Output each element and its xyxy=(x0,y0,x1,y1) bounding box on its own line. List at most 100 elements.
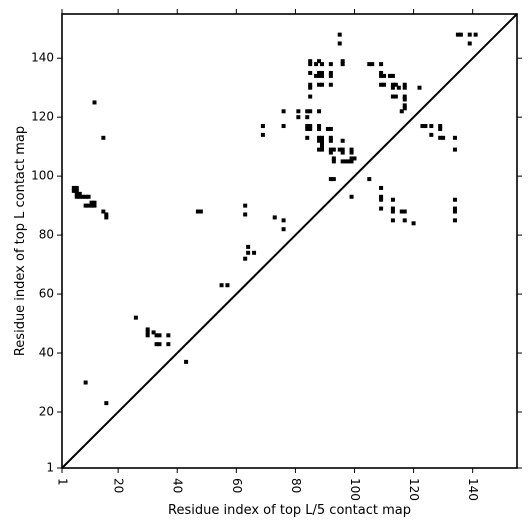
contact-point xyxy=(340,147,345,152)
contact-point xyxy=(452,209,457,214)
contact-point xyxy=(402,97,407,102)
contact-point xyxy=(104,215,109,220)
x-axis-title: Residue index of top L/5 contact map xyxy=(168,503,411,518)
contact-point xyxy=(340,59,345,64)
contact-point xyxy=(317,138,322,143)
contact-point xyxy=(438,126,443,131)
contact-point xyxy=(157,342,162,347)
x-tick-label: 140 xyxy=(466,478,480,501)
contact-point xyxy=(308,59,313,64)
contact-point xyxy=(74,188,79,193)
contact-point xyxy=(281,109,286,114)
contact-point xyxy=(320,135,324,140)
contact-point xyxy=(467,41,472,46)
plot-frame xyxy=(61,13,518,469)
contact-point xyxy=(402,218,407,223)
contact-point xyxy=(379,194,384,199)
contact-point xyxy=(417,85,422,90)
contact-point xyxy=(320,141,324,146)
y-tick-label: 120 xyxy=(31,110,54,124)
contact-point xyxy=(317,109,322,114)
contact-point xyxy=(320,62,324,67)
contact-point xyxy=(260,124,265,129)
contact-point xyxy=(317,124,322,129)
contact-point xyxy=(328,73,333,78)
contact-point xyxy=(308,124,313,129)
contact-point xyxy=(86,203,91,208)
contact-point xyxy=(281,124,286,129)
contact-point xyxy=(382,82,387,87)
scatter-points xyxy=(71,32,478,406)
contact-point xyxy=(92,203,97,208)
contact-point xyxy=(281,218,286,223)
contact-point xyxy=(104,401,109,406)
y-tick-label: 1 xyxy=(46,461,54,475)
contact-point xyxy=(349,194,354,199)
contact-point xyxy=(423,124,428,129)
contact-point xyxy=(325,126,330,131)
contact-point xyxy=(328,177,333,182)
contact-point xyxy=(379,62,384,67)
contact-point xyxy=(133,315,138,320)
x-tick-label: 100 xyxy=(348,478,362,501)
contact-point xyxy=(331,159,336,164)
contact-point xyxy=(328,62,333,67)
contact-point xyxy=(393,82,398,87)
contact-point xyxy=(308,94,313,99)
y-tick-label: 140 xyxy=(31,51,54,65)
contact-point xyxy=(320,73,324,78)
contact-point xyxy=(296,115,301,120)
contact-point xyxy=(402,209,407,214)
contact-point xyxy=(349,150,354,155)
contact-point xyxy=(308,126,313,131)
contact-point xyxy=(387,73,392,78)
contact-point xyxy=(317,126,322,131)
contact-point xyxy=(83,203,88,208)
contact-point xyxy=(379,82,384,87)
y-tick-label: 60 xyxy=(39,287,54,301)
y-tick-label: 80 xyxy=(39,228,54,242)
contact-point xyxy=(243,212,248,217)
contact-point xyxy=(340,138,345,143)
contact-point xyxy=(101,209,106,214)
contact-point xyxy=(379,206,384,211)
contact-point xyxy=(225,283,230,288)
contact-point xyxy=(349,147,354,152)
contact-point xyxy=(104,212,109,217)
contact-point xyxy=(308,109,313,114)
contact-point xyxy=(473,32,478,37)
contact-point xyxy=(337,147,342,152)
contact-point xyxy=(390,206,395,211)
contact-point xyxy=(438,135,443,140)
contact-point xyxy=(317,70,322,75)
contact-point xyxy=(320,70,324,75)
contact-point xyxy=(74,194,79,199)
contact-point xyxy=(340,62,345,67)
contact-point xyxy=(71,188,76,193)
contact-point xyxy=(452,135,457,140)
contact-point xyxy=(157,333,162,338)
contact-point xyxy=(390,94,395,99)
contact-point xyxy=(83,194,88,199)
contact-point xyxy=(331,156,336,161)
x-tick-label: 80 xyxy=(289,478,303,493)
y-tick-label: 40 xyxy=(39,346,54,360)
contact-point xyxy=(317,59,322,64)
x-tick-label: 60 xyxy=(230,478,244,493)
contact-point xyxy=(399,109,404,114)
contact-point xyxy=(74,191,79,196)
contact-point xyxy=(379,197,384,202)
contact-point xyxy=(328,150,333,155)
contact-point xyxy=(80,194,85,199)
y-tick-label: 20 xyxy=(39,404,54,418)
contact-point xyxy=(441,135,446,140)
contact-point xyxy=(390,209,395,214)
contact-point xyxy=(390,85,395,90)
contact-point xyxy=(340,159,345,164)
contact-point xyxy=(101,135,106,140)
contact-point xyxy=(308,82,313,87)
contact-point xyxy=(89,200,94,205)
contact-point xyxy=(420,124,425,129)
contact-point xyxy=(305,109,310,114)
contact-point xyxy=(379,70,384,75)
